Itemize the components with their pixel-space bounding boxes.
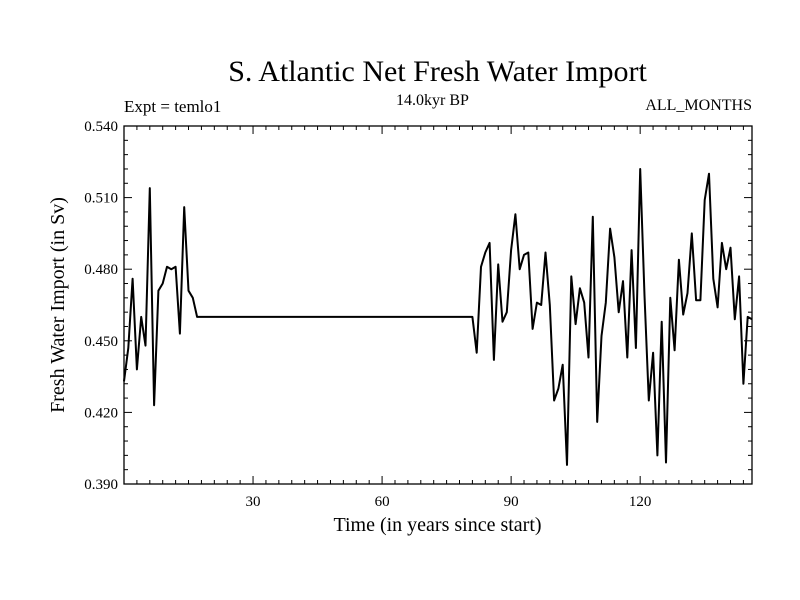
season-label: ALL_MONTHS bbox=[645, 97, 752, 114]
experiment-label: Expt = temlo1 bbox=[124, 97, 222, 116]
x-tick-label: 90 bbox=[504, 494, 519, 510]
period-label: 14.0kyr BP bbox=[396, 92, 469, 109]
x-tick-label: 30 bbox=[246, 494, 261, 510]
x-tick-label: 60 bbox=[375, 494, 390, 510]
x-tick-label: 120 bbox=[629, 494, 652, 510]
y-tick-label: 0.540 bbox=[84, 119, 118, 135]
y-tick-label: 0.510 bbox=[84, 191, 118, 207]
y-tick-label: 0.480 bbox=[84, 262, 118, 278]
y-tick-label: 0.420 bbox=[84, 405, 118, 421]
chart-title: S. Atlantic Net Fresh Water Import bbox=[228, 55, 647, 88]
series-line bbox=[123, 168, 753, 466]
y-tick-label: 0.450 bbox=[84, 334, 118, 350]
y-tick-label: 0.390 bbox=[84, 477, 118, 493]
y-axis-label: Fresh Water Import (in Sv) bbox=[47, 197, 69, 413]
x-axis-label: Time (in years since start) bbox=[333, 514, 542, 536]
plot-frame bbox=[123, 125, 753, 485]
